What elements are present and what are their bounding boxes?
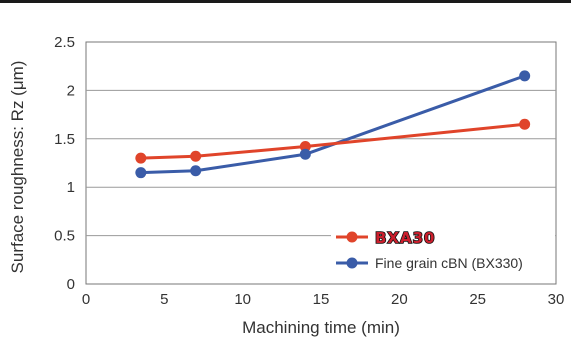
data-point-s0-2 <box>299 141 311 153</box>
x-tick-label-5: 25 <box>469 291 486 308</box>
y-axis-title: Surface roughness: Rz (μm) <box>8 61 27 274</box>
plot-area-frame <box>85 41 557 285</box>
data-point-s0-0 <box>135 152 147 164</box>
data-point-s1-1 <box>190 165 202 177</box>
data-point-s0-3 <box>519 118 531 130</box>
data-point-s0-1 <box>190 150 202 162</box>
series-line-0 <box>140 122 525 160</box>
x-axis-title: Machining time (min) <box>242 318 400 337</box>
series-points <box>135 70 531 179</box>
x-tick-label-0: 0 <box>82 291 90 308</box>
gridlines <box>86 89 556 237</box>
legend: BXA30 Fine grain cBN (BX330) <box>331 224 555 276</box>
series-lines <box>140 74 526 175</box>
legend-logo-0: BXA30 <box>375 229 435 247</box>
legend-box <box>331 224 555 276</box>
x-axis-ticks: 0 5 10 15 20 25 30 <box>82 291 565 308</box>
y-axis-ticks: 0 0.5 1 1.5 2 2.5 <box>54 34 75 293</box>
x-tick-label-2: 10 <box>234 291 251 308</box>
series-line-1 <box>140 74 526 175</box>
y-tick-label-5: 2.5 <box>54 34 75 51</box>
legend-swatch-marker-0 <box>346 231 358 243</box>
x-tick-label-3: 15 <box>313 291 330 308</box>
legend-swatch-marker-1 <box>346 257 358 269</box>
y-tick-label-3: 1.5 <box>54 131 75 148</box>
data-point-s1-2 <box>299 148 311 160</box>
data-point-s1-3 <box>519 70 531 82</box>
y-tick-label-2: 1 <box>67 179 75 196</box>
x-tick-label-6: 30 <box>548 291 565 308</box>
legend-label-1: Fine grain cBN (BX330) <box>375 255 523 271</box>
x-tick-label-4: 20 <box>391 291 408 308</box>
y-tick-label-4: 2 <box>67 82 75 99</box>
x-tick-label-1: 5 <box>160 291 168 308</box>
top-rule <box>0 0 571 3</box>
y-tick-label-0: 0 <box>67 276 75 293</box>
y-tick-label-1: 0.5 <box>54 228 75 245</box>
data-point-s1-0 <box>135 167 147 179</box>
